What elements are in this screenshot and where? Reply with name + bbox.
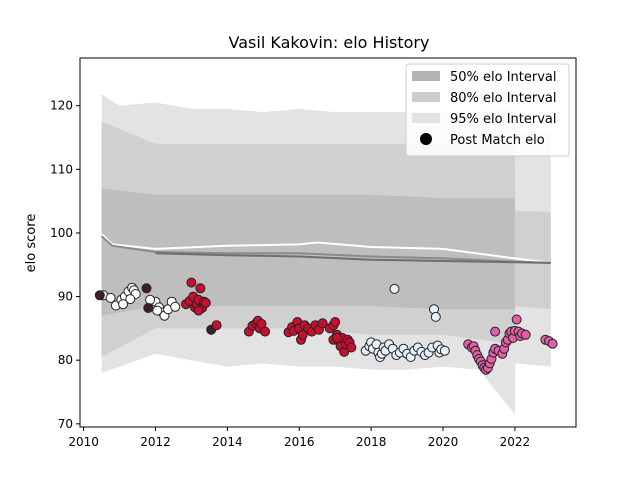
post-match-point <box>389 283 400 294</box>
legend-swatch <box>412 71 440 81</box>
post-match-point <box>332 332 342 343</box>
y-tick-label: 70 <box>58 417 73 431</box>
band-3 <box>101 188 515 316</box>
x-tick-label: 2010 <box>68 435 99 449</box>
upper-trace <box>100 233 551 264</box>
post-match-point <box>170 301 181 312</box>
post-match-point <box>520 329 531 340</box>
x-tick-label: 2022 <box>500 435 531 449</box>
x-tick-label: 2012 <box>140 435 171 449</box>
post-match-point <box>145 294 156 305</box>
post-match-point <box>490 326 501 337</box>
x-tick-label: 2020 <box>428 435 459 449</box>
post-match-point <box>143 303 154 313</box>
legend-label: 80% elo Interval <box>450 91 557 106</box>
post-match-point <box>94 290 105 301</box>
post-match-point <box>260 326 271 337</box>
post-match-point <box>200 297 211 308</box>
post-match-point <box>297 329 308 340</box>
x-tick-label: 2018 <box>356 435 387 449</box>
post-match-point <box>211 320 222 331</box>
post-match-point <box>193 305 204 316</box>
post-match-point <box>141 283 152 294</box>
x-tick-label: 2014 <box>212 435 243 449</box>
y-tick-label: 90 <box>58 290 73 304</box>
legend-swatch <box>412 113 440 123</box>
legend-marker <box>420 133 432 145</box>
post-match-point <box>195 283 206 294</box>
post-match-point <box>105 292 116 303</box>
x-tick-label: 2016 <box>284 435 315 449</box>
post-match-point <box>346 342 357 353</box>
post-match-point <box>186 277 197 288</box>
y-axis: 70 80 90 100 110 120 <box>50 99 80 431</box>
chart-title: Vasil Kakovin: elo History <box>229 33 430 52</box>
y-tick-label: 80 <box>58 353 73 367</box>
y-tick-label: 100 <box>50 226 73 240</box>
interval-bands <box>101 94 551 415</box>
x-axis: 2010 2012 2014 2016 2018 2020 2022 <box>68 427 530 449</box>
legend: 50% elo Interval 80% elo Interval 95% elo … <box>405 63 570 157</box>
elo-traces <box>100 233 551 264</box>
post-match-point <box>118 299 129 310</box>
y-axis-label: elo score <box>24 214 39 273</box>
y-tick-label: 120 <box>50 99 73 113</box>
legend-label: 95% elo Interval <box>450 112 557 127</box>
plot-frame <box>79 57 577 428</box>
legend-label: 50% elo Interval <box>450 70 557 85</box>
middle-trace <box>100 235 551 264</box>
post-match-point <box>330 317 341 327</box>
post-match-point <box>152 305 163 316</box>
post-match-point <box>125 294 136 305</box>
post-match-point <box>317 318 328 329</box>
post-match-point <box>511 314 522 325</box>
y-tick-label: 110 <box>50 162 73 176</box>
legend-box <box>405 63 570 157</box>
post-match-points <box>94 277 558 375</box>
legend-label: Post Match elo <box>450 133 545 148</box>
post-match-point <box>439 345 450 356</box>
post-match-point <box>430 311 441 322</box>
post-match-point <box>547 338 558 349</box>
lower-trace <box>155 252 551 264</box>
legend-swatch <box>412 92 440 102</box>
